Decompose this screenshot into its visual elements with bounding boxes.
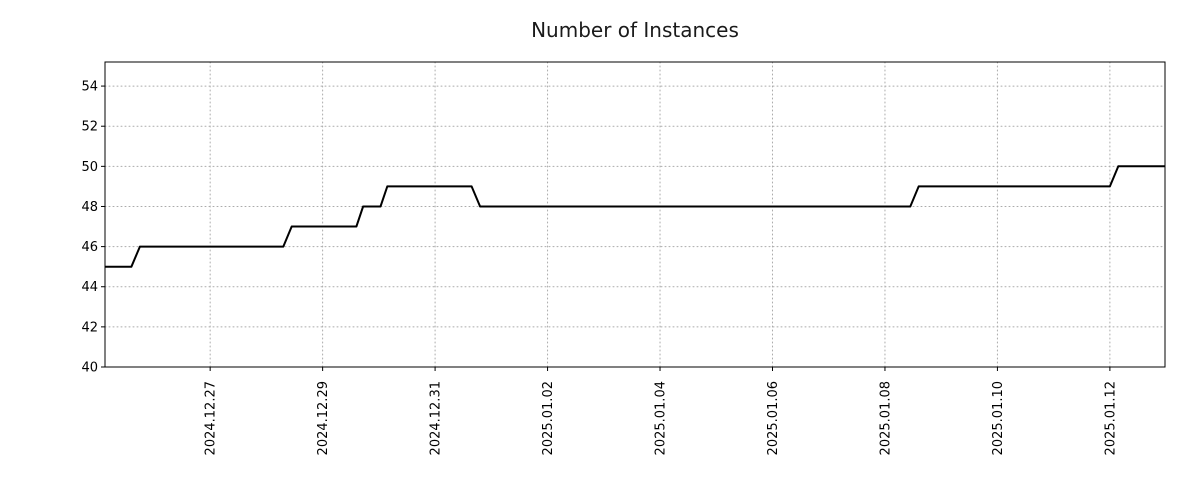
x-tick-label: 2024.12.29: [316, 381, 331, 455]
y-tick-label: 54: [81, 80, 98, 95]
x-tick-label: 2025.01.06: [766, 381, 781, 455]
y-tick-label: 44: [81, 280, 98, 295]
x-tick-label: 2025.01.08: [878, 381, 893, 455]
x-tick-label: 2025.01.04: [654, 381, 669, 455]
x-tick-label: 2024.12.27: [204, 381, 219, 455]
chart-title: Number of Instances: [531, 18, 739, 42]
series-layer: [105, 165, 1165, 268]
plot-border: [104, 61, 1166, 368]
y-tick-label: 52: [81, 120, 98, 135]
y-tick-label: 50: [81, 160, 98, 175]
y-tick-label: 48: [81, 200, 98, 215]
x-tick-label: 2024.12.31: [429, 381, 444, 455]
x-tick-label: 2025.01.10: [991, 381, 1006, 455]
y-tick-label: 42: [81, 320, 98, 335]
data-line-instances: [105, 165, 1165, 268]
tick-label-layer: 2024.12.27 2024.12.29 2024.12.31 2025.01.02…: [81, 80, 1118, 456]
axis-layer: [101, 61, 1166, 371]
y-tick-label: 40: [81, 361, 98, 376]
x-tick-label: 2025.01.02: [541, 381, 556, 455]
grid-layer: [104, 61, 1166, 368]
x-tick-label: 2025.01.12: [1103, 381, 1118, 455]
y-tick-label: 46: [81, 240, 98, 255]
